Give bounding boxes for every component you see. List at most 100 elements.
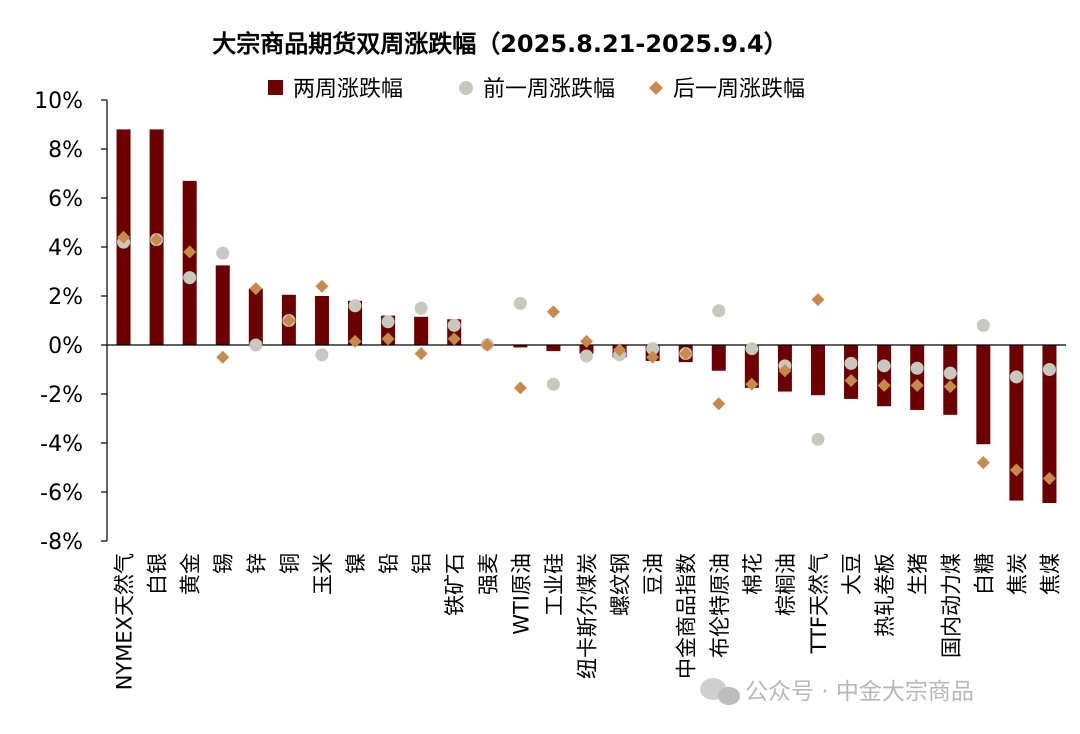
bar [877,345,892,407]
legend-item: 后一周涨跌幅 [649,77,805,102]
circle-point [381,315,395,329]
circle-point [712,304,726,318]
diamond-point [1009,463,1023,477]
category-label: 热轧卷板 [873,553,897,637]
category-label: 大豆 [840,553,864,595]
bar [1009,345,1024,501]
diamond-point [976,456,990,470]
circle-point [1009,370,1023,384]
y-axis: -8% -6% -4% -2% 0% 2% 4% 6% 8% 10% [34,89,108,555]
circle-point [216,246,230,260]
circle-point [348,299,362,313]
category-label: 布伦特原油 [708,553,732,658]
diamond-point [910,378,924,392]
bar [976,345,991,445]
y-tick-label: 6% [48,187,83,212]
chart-title: 大宗商品期货双周涨跌幅（2025.8.21-2025.9.4） [212,30,788,58]
bar [711,345,726,371]
category-label: NYMEX天然气 [113,553,137,690]
category-label: 铅 [377,553,401,574]
bar [943,345,958,415]
marker-series [117,230,1056,486]
legend-item: 两周涨跌幅 [268,77,403,102]
circle-point [811,432,825,446]
diamond-point [282,314,296,327]
category-label: 镍 [344,553,368,574]
legend-label: 后一周涨跌幅 [673,77,805,102]
category-label: TTF天然气 [807,553,831,654]
legend-label: 两周涨跌幅 [293,77,403,102]
watermark-text: 公众号 · 中金大宗商品 [745,679,974,705]
bar [579,345,594,354]
category-label: 锌 [245,553,269,574]
diamond-point [580,334,593,348]
category-label: 棕榈油 [774,553,798,616]
y-tick-label: 0% [48,334,83,359]
y-tick-label: 2% [48,285,83,310]
bar [414,316,429,345]
category-label: 焦炭 [1005,553,1029,595]
circle-point [1042,363,1056,376]
category-label: 黄金 [179,553,203,595]
circle-point [249,338,263,352]
diamond-point [216,350,230,364]
circle-point [877,359,891,373]
legend-swatch [268,80,283,95]
diamond-point [745,377,759,391]
category-label: 棉花 [741,553,765,595]
bar [1042,345,1057,504]
circle-point [183,271,197,285]
circle-point [844,356,858,370]
diamond-point [480,338,494,352]
diamond-point [613,343,627,357]
category-label: 强麦 [476,553,500,595]
category-label: 锡 [212,553,236,574]
diamond-point [348,334,362,348]
diamond-point [712,397,726,411]
y-tick-label: 10% [34,89,83,114]
bar [215,265,230,345]
bar [182,180,197,345]
y-tick-label: -4% [40,432,83,457]
bar [744,345,759,388]
category-label: 白糖 [972,553,996,595]
circle-point [315,348,329,362]
category-label: 焦煤 [1038,553,1062,595]
circle-point [910,361,924,375]
category-label: 铜 [278,553,302,574]
diamond-point [546,305,560,319]
y-tick-label: -2% [40,383,83,408]
y-tick-label: -8% [40,530,83,555]
bar [844,345,859,399]
category-label: 生猪 [906,553,930,595]
diamond-point [183,245,197,259]
diamond-point [414,347,428,361]
category-labels: NYMEX天然气 白银 黄金锡锌铜玉米镍铅铝铁矿石 强麦 WTI原油 工业硅 纽卡斯尔煤炭螺… [113,553,1063,690]
y-tick-label: -6% [40,481,83,506]
diamond-point [1042,472,1056,486]
wechat-icon [700,678,740,705]
diamond-point [778,364,792,378]
category-label: 玉米 [311,553,335,595]
category-label: 白银 [146,553,170,595]
category-label: 铝 [410,553,434,574]
y-tick-label: 8% [48,138,83,163]
y-tick-label: 4% [48,236,83,261]
bar-series [116,129,1057,504]
diamond-point [381,332,395,346]
circle-point [447,318,461,332]
circle-point [513,296,527,310]
circle-point [943,366,957,380]
circle-point [976,318,990,332]
category-label: 铁矿石 [443,553,467,616]
diamond-point [513,381,527,395]
category-label: 中金商品指数 [675,553,699,679]
category-label: 纽卡斯尔煤炭 [576,553,600,679]
diamond-point [315,279,329,293]
diamond-point [117,230,131,244]
legend-swatch [459,81,473,95]
legend-label: 前一周涨跌幅 [483,77,615,102]
circle-point [546,377,560,391]
bar [348,300,363,345]
